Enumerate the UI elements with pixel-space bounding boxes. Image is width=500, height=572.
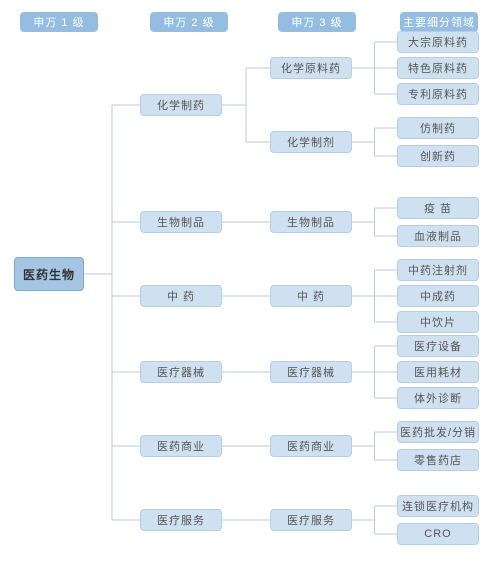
root-node: 医药生物 xyxy=(14,257,84,291)
l2-node-3: 医疗器械 xyxy=(140,361,222,383)
l4-node-7: 中药注射剂 xyxy=(397,259,479,281)
l2-node-0: 化学制药 xyxy=(140,94,222,116)
l4-node-16: CRO xyxy=(397,523,479,545)
l4-node-13: 医药批发/分销 xyxy=(397,421,479,443)
l4-node-15: 连锁医疗机构 xyxy=(397,495,479,517)
l4-node-11: 医用耗材 xyxy=(397,361,479,383)
l4-node-2: 专利原料药 xyxy=(397,83,479,105)
l4-node-5: 疫 苗 xyxy=(397,197,479,219)
l3-node-2: 生物制品 xyxy=(270,211,352,233)
l4-node-1: 特色原料药 xyxy=(397,57,479,79)
l2-node-1: 生物制品 xyxy=(140,211,222,233)
l4-node-0: 大宗原料药 xyxy=(397,31,479,53)
l2-node-5: 医疗服务 xyxy=(140,509,222,531)
l3-node-4: 医疗器械 xyxy=(270,361,352,383)
l3-node-0: 化学原料药 xyxy=(270,57,352,79)
l4-node-4: 创新药 xyxy=(397,145,479,167)
l3-node-5: 医药商业 xyxy=(270,435,352,457)
l3-node-1: 化学制剂 xyxy=(270,131,352,153)
header-col-1: 申万 1 级 xyxy=(20,12,98,32)
l4-node-10: 医疗设备 xyxy=(397,335,479,357)
l4-node-8: 中成药 xyxy=(397,285,479,307)
l4-node-6: 血液制品 xyxy=(397,225,479,247)
l3-node-6: 医疗服务 xyxy=(270,509,352,531)
l4-node-3: 仿制药 xyxy=(397,117,479,139)
l2-node-2: 中 药 xyxy=(140,285,222,307)
l2-node-4: 医药商业 xyxy=(140,435,222,457)
l4-node-12: 体外诊断 xyxy=(397,387,479,409)
l3-node-3: 中 药 xyxy=(270,285,352,307)
header-col-2: 申万 2 级 xyxy=(150,12,228,32)
header-col-4: 主要细分领域 xyxy=(400,12,478,32)
header-col-3: 申万 3 级 xyxy=(278,12,356,32)
l4-node-9: 中饮片 xyxy=(397,311,479,333)
l4-node-14: 零售药店 xyxy=(397,449,479,471)
